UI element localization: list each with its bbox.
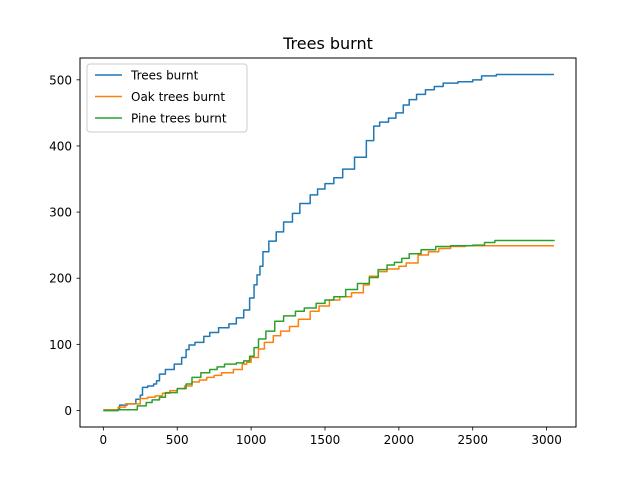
series-line-2 <box>103 245 554 411</box>
legend-box <box>86 63 248 133</box>
plot-lines <box>103 73 555 412</box>
y-tick-label: 400 <box>49 139 72 153</box>
x-tick-label: 3000 <box>531 433 562 447</box>
legend-label-3: Pine trees burnt <box>131 112 227 126</box>
x-tick-label: 2500 <box>457 433 488 447</box>
legend-label-2: Oak trees burnt <box>131 90 225 104</box>
x-axis: 0 500 1000 1500 2000 2500 3000 <box>100 427 562 447</box>
y-tick-label: 200 <box>49 272 72 286</box>
chart-title: Trees burnt <box>282 34 373 53</box>
legend: Trees burnt Oak trees burnt Pine trees bur… <box>86 63 248 133</box>
x-tick-label: 0 <box>100 433 108 447</box>
y-tick-label: 100 <box>49 338 72 352</box>
x-tick-label: 1000 <box>236 433 267 447</box>
x-tick-label: 1500 <box>310 433 341 447</box>
legend-label-1: Trees burnt <box>130 69 199 83</box>
y-tick-label: 300 <box>49 206 72 220</box>
y-tick-label: 500 <box>49 73 72 87</box>
series-line-3 <box>103 239 555 412</box>
y-axis: 0 100 200 300 400 500 <box>49 73 80 418</box>
x-tick-label: 500 <box>166 433 189 447</box>
series-line-1 <box>103 73 554 412</box>
x-tick-label: 2000 <box>384 433 415 447</box>
axes-frame <box>79 57 577 428</box>
y-tick-label: 0 <box>64 404 72 418</box>
